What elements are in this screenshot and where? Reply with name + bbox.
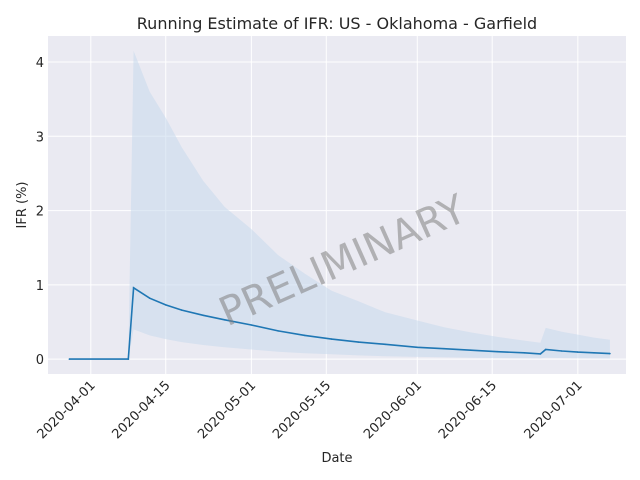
ifr-point (148, 297, 151, 300)
ifr-point (577, 351, 579, 353)
ifr-point (68, 358, 71, 360)
y-tick-label: 4 (36, 56, 44, 71)
ifr-point (250, 324, 253, 326)
ifr-point (357, 341, 360, 343)
ifr-point (593, 352, 595, 354)
ifr-point (181, 309, 183, 311)
x-axis-ticks: 2020-04-01 2020-04-15 2020-05-01 2020-05-15… (35, 378, 586, 442)
ifr-point (127, 358, 130, 360)
ifr-point (223, 319, 226, 321)
y-tick-label: 2 (36, 205, 44, 220)
ifr-points (68, 287, 611, 360)
ifr-point (304, 334, 306, 337)
x-tick-label: 2020-06-01 (361, 378, 425, 442)
x-axis-label: Date (321, 451, 352, 466)
x-tick-label: 2020-04-01 (35, 378, 99, 442)
ifr-point (470, 349, 472, 352)
x-tick-label: 2020-06-15 (436, 378, 500, 442)
ifr-point (330, 338, 333, 340)
x-tick-label: 2020-05-15 (270, 378, 334, 442)
y-tick-label: 3 (36, 130, 44, 145)
x-tick-label: 2020-04-15 (110, 378, 174, 442)
ifr-point (561, 350, 563, 352)
ifr-point (609, 352, 611, 355)
ifr-point (544, 348, 547, 351)
confidence-band (69, 50, 610, 360)
ifr-point (132, 287, 135, 289)
ifr-point (202, 314, 204, 317)
ifr-point (384, 343, 387, 346)
x-tick-label: 2020-07-01 (522, 378, 586, 442)
chart-title: Running Estimate of IFR: US - Oklahoma -… (137, 14, 537, 33)
ifr-point (496, 350, 499, 353)
ifr-point (539, 353, 542, 355)
y-axis-ticks: 0 1 2 3 4 (36, 56, 44, 368)
y-tick-label: 0 (36, 353, 44, 368)
ifr-point (416, 346, 419, 349)
ifr-point (277, 330, 279, 332)
y-tick-label: 1 (36, 279, 44, 294)
ifr-point (443, 347, 445, 350)
ifr-point (523, 352, 526, 354)
ifr-point (164, 304, 167, 306)
y-axis-label: IFR (%) (15, 182, 30, 229)
x-tick-label: 2020-05-01 (195, 378, 259, 442)
